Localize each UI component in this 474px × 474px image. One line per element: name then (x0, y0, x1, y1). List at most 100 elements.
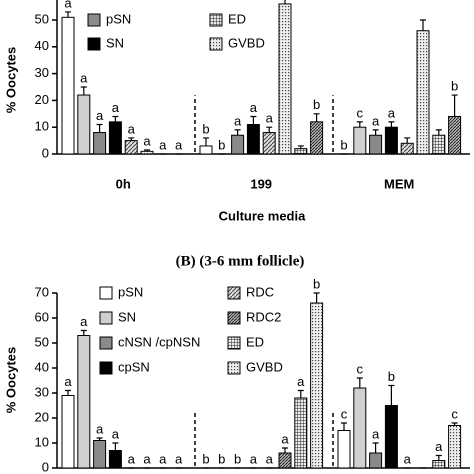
bar (246, 124, 260, 155)
y-tick-label: 40 (35, 359, 49, 374)
bar (262, 132, 276, 155)
error-bar (284, 0, 286, 4)
significance-letter: a (388, 105, 396, 120)
bar (384, 405, 398, 469)
significance-letter: a (372, 113, 380, 128)
error-bar (297, 145, 304, 149)
error-bar (341, 422, 347, 431)
bar (448, 115, 462, 155)
error-bar (250, 115, 257, 125)
significance-letter: b (202, 121, 209, 136)
significance-letter: b (313, 97, 320, 112)
bar (294, 148, 308, 155)
error-bar (372, 442, 379, 453)
legend-label: cNSN /cpNSN (118, 334, 200, 349)
significance-letter: a (80, 70, 88, 85)
error-bar (80, 86, 87, 96)
x-axis-label: Culture media (219, 208, 306, 223)
error-bar (234, 129, 241, 136)
error-bar (112, 115, 119, 122)
significance-letter: b (218, 137, 225, 152)
y-axis-label: % Oocytes (3, 47, 18, 113)
significance-letter: b (340, 137, 347, 152)
error-bar (96, 123, 103, 133)
bar (93, 440, 107, 469)
legend-label: SN (106, 35, 124, 50)
bar (124, 140, 138, 155)
error-bar (128, 137, 135, 141)
legend-swatch (87, 37, 101, 51)
significance-letter: a (159, 137, 167, 152)
significance-letter: a (435, 439, 443, 454)
bar (93, 132, 107, 155)
significance-letter: a (159, 451, 167, 466)
legend-label: ED (228, 11, 246, 26)
error-bar (144, 149, 150, 152)
legend-swatch (99, 361, 113, 375)
significance-letter: a (128, 121, 136, 136)
significance-letter: a (250, 451, 258, 466)
significance-letter: c (357, 105, 364, 120)
legend-swatch (227, 336, 241, 350)
error-bar (388, 384, 395, 406)
legend-swatch (99, 336, 113, 350)
significance-letter: a (128, 451, 136, 466)
y-tick-label: 20 (35, 92, 49, 107)
significance-letter: b (388, 369, 395, 384)
bar (278, 3, 292, 155)
legend-swatch (209, 13, 223, 27)
x-tick-label: 199 (250, 176, 272, 191)
error-bar (313, 113, 320, 122)
bar (294, 397, 308, 469)
bar (369, 452, 383, 469)
significance-letter: a (297, 374, 305, 389)
y-tick-label: 50 (35, 334, 49, 349)
error-bar (356, 121, 363, 128)
significance-letter: a (64, 0, 72, 10)
bar (310, 302, 324, 469)
bar (61, 16, 75, 155)
legend-label: SN (118, 309, 136, 324)
y-tick-label: 60 (35, 309, 49, 324)
error-bar (451, 94, 458, 117)
significance-letter: a (64, 374, 72, 389)
error-bar (356, 377, 363, 388)
bar (108, 121, 122, 155)
bar (231, 134, 245, 155)
error-bar (451, 422, 458, 426)
significance-letter: a (250, 100, 258, 115)
error-bar (112, 442, 119, 451)
error-bar (297, 389, 304, 398)
bar (310, 121, 324, 155)
legend-swatch (227, 286, 241, 300)
bar (353, 387, 367, 469)
significance-letter: b (451, 78, 458, 93)
y-tick-label: 10 (35, 119, 49, 134)
legend-swatch (99, 286, 113, 300)
y-tick-label: 0 (42, 459, 49, 474)
significance-letter: c (451, 406, 458, 421)
significance-letter: a (404, 451, 412, 466)
error-bar (203, 137, 209, 146)
error-bar (435, 454, 442, 461)
legend-label: pSN (106, 11, 131, 26)
significance-letter: a (80, 314, 88, 329)
legend-swatch (87, 13, 101, 27)
significance-letter: a (281, 431, 289, 446)
x-tick-label: MEM (384, 176, 414, 191)
significance-letter: a (266, 111, 274, 126)
legend-label: cpSN (118, 359, 150, 374)
error-bar (420, 19, 426, 31)
significance-letter: c (357, 361, 364, 376)
legend-swatch (99, 311, 113, 325)
bar (108, 450, 122, 469)
bar (353, 126, 367, 155)
significance-letter: a (112, 100, 120, 115)
significance-letter: a (143, 451, 151, 466)
significance-letter: a (175, 137, 183, 152)
error-bar (372, 129, 379, 136)
y-tick-label: 40 (35, 38, 49, 53)
significance-letter: a (143, 133, 151, 148)
